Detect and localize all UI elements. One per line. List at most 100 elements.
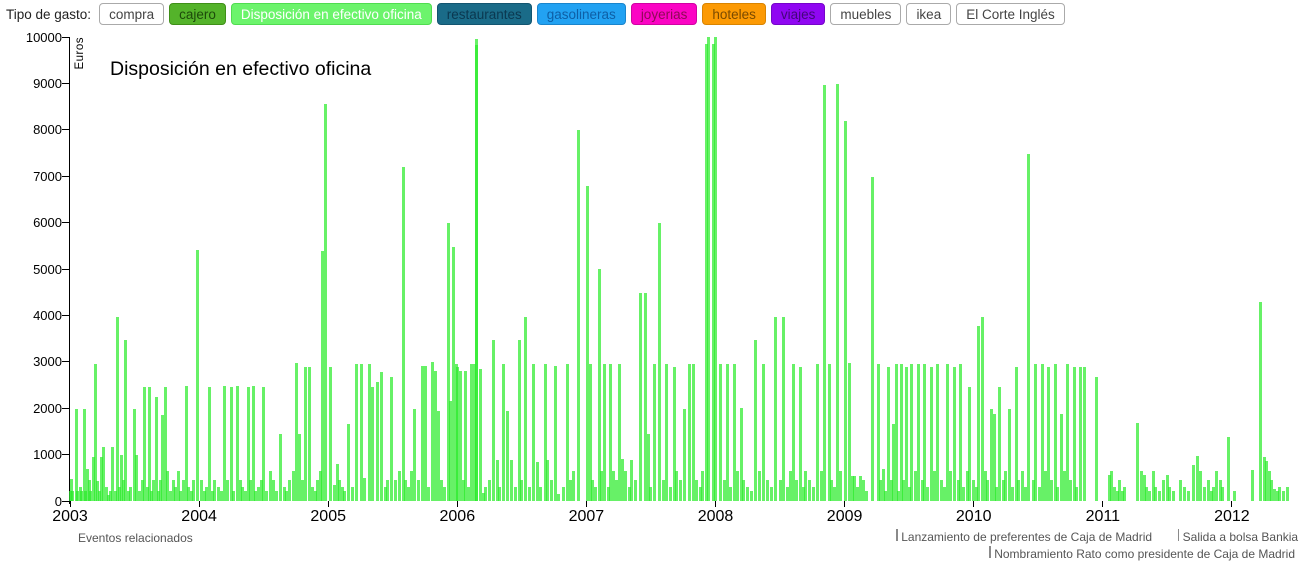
- bar[interactable]: [318, 470, 322, 501]
- bar[interactable]: [249, 480, 253, 501]
- bar[interactable]: [184, 385, 188, 501]
- bar[interactable]: [143, 387, 147, 501]
- bar[interactable]: [1275, 491, 1279, 501]
- bar[interactable]: [413, 409, 417, 501]
- bar[interactable]: [1168, 487, 1172, 501]
- bar[interactable]: [910, 364, 914, 501]
- bar[interactable]: [754, 339, 758, 501]
- bar[interactable]: [714, 37, 717, 501]
- bar[interactable]: [968, 387, 972, 501]
- bar[interactable]: [397, 470, 401, 501]
- bar[interactable]: [778, 480, 782, 501]
- bar[interactable]: [1209, 491, 1213, 501]
- filter-button-joyerias[interactable]: joyerias: [630, 3, 698, 25]
- bar[interactable]: [427, 487, 431, 501]
- bar[interactable]: [1142, 475, 1146, 501]
- event-marker[interactable]: [989, 546, 991, 558]
- bar[interactable]: [168, 491, 172, 501]
- bar[interactable]: [106, 494, 110, 501]
- bar[interactable]: [1207, 480, 1211, 501]
- bar[interactable]: [1072, 367, 1076, 501]
- bar[interactable]: [723, 480, 727, 501]
- bar[interactable]: [524, 316, 528, 501]
- bar[interactable]: [192, 480, 196, 501]
- bar[interactable]: [321, 251, 325, 501]
- event-marker[interactable]: [1177, 529, 1180, 541]
- bar[interactable]: [140, 480, 144, 501]
- bar[interactable]: [71, 491, 75, 501]
- bar[interactable]: [662, 480, 666, 501]
- bar[interactable]: [602, 364, 606, 501]
- bar[interactable]: [256, 487, 260, 501]
- bar[interactable]: [1031, 480, 1035, 501]
- bar[interactable]: [1075, 487, 1079, 501]
- bar[interactable]: [1062, 470, 1066, 501]
- bar[interactable]: [977, 325, 981, 501]
- bar[interactable]: [338, 480, 342, 501]
- bar[interactable]: [484, 487, 488, 501]
- bar[interactable]: [565, 363, 569, 501]
- bar[interactable]: [264, 491, 268, 501]
- bar[interactable]: [569, 480, 573, 501]
- bar[interactable]: [871, 176, 875, 501]
- bar[interactable]: [920, 480, 924, 501]
- bar[interactable]: [735, 470, 739, 501]
- bar[interactable]: [166, 470, 170, 501]
- bar[interactable]: [464, 370, 468, 501]
- filter-button-cajero[interactable]: cajero: [169, 3, 226, 25]
- bar[interactable]: [404, 480, 408, 501]
- bar[interactable]: [409, 470, 413, 501]
- bar[interactable]: [1195, 455, 1199, 501]
- bar[interactable]: [436, 410, 440, 501]
- bar[interactable]: [1199, 470, 1203, 501]
- bar[interactable]: [278, 433, 282, 501]
- bar[interactable]: [1151, 470, 1155, 501]
- bar[interactable]: [614, 480, 618, 501]
- bar[interactable]: [431, 361, 435, 501]
- bar[interactable]: [881, 468, 885, 501]
- bar[interactable]: [1021, 470, 1025, 501]
- bar[interactable]: [1165, 474, 1169, 501]
- bar[interactable]: [219, 491, 223, 501]
- bar[interactable]: [498, 487, 502, 501]
- bar[interactable]: [1285, 487, 1289, 501]
- bar[interactable]: [892, 424, 896, 501]
- bar[interactable]: [571, 470, 575, 501]
- bar[interactable]: [1161, 480, 1165, 501]
- bar[interactable]: [1094, 376, 1098, 501]
- bar[interactable]: [174, 487, 178, 501]
- bar[interactable]: [154, 396, 158, 501]
- bar[interactable]: [889, 480, 893, 501]
- bar[interactable]: [1270, 480, 1274, 501]
- bar[interactable]: [1203, 487, 1207, 501]
- bar[interactable]: [329, 366, 333, 501]
- bar[interactable]: [1017, 480, 1021, 501]
- bar[interactable]: [830, 480, 834, 501]
- bar[interactable]: [1120, 491, 1124, 501]
- bar[interactable]: [238, 480, 242, 501]
- bar[interactable]: [733, 364, 737, 501]
- bar[interactable]: [95, 481, 99, 501]
- bar[interactable]: [974, 487, 978, 501]
- bar[interactable]: [1282, 491, 1286, 501]
- bar[interactable]: [98, 491, 102, 501]
- bar[interactable]: [333, 484, 337, 501]
- filter-button-restaurantes[interactable]: restaurantes: [436, 3, 532, 25]
- bar[interactable]: [819, 470, 823, 501]
- bar[interactable]: [983, 470, 987, 501]
- bar[interactable]: [980, 316, 984, 501]
- bar[interactable]: [1059, 413, 1063, 501]
- bar[interactable]: [1145, 487, 1149, 501]
- bar[interactable]: [844, 120, 848, 501]
- bar[interactable]: [897, 491, 901, 501]
- bar[interactable]: [658, 223, 662, 501]
- bar[interactable]: [259, 480, 263, 501]
- bar[interactable]: [668, 487, 672, 501]
- bar[interactable]: [528, 487, 532, 501]
- bar[interactable]: [176, 470, 180, 501]
- bar[interactable]: [750, 491, 754, 501]
- bar[interactable]: [291, 470, 295, 501]
- bar[interactable]: [74, 409, 78, 501]
- bar[interactable]: [946, 364, 950, 501]
- bar[interactable]: [1154, 487, 1158, 501]
